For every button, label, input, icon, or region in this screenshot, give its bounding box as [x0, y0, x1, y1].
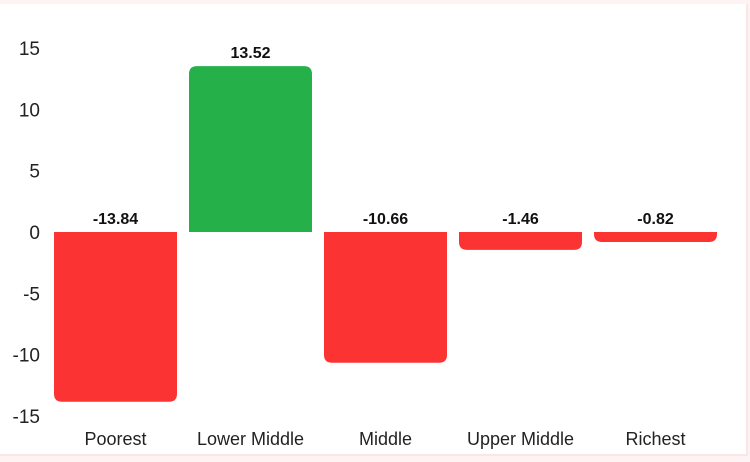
bar	[459, 232, 582, 250]
x-tick-label: Poorest	[84, 429, 146, 449]
chart-card: 15 10 5 0 -5 -10 -15 -13.84 Poorest 13.52 Lower Mi…	[0, 4, 748, 456]
y-tick-label: 10	[19, 100, 40, 121]
bar-chart: 15 10 5 0 -5 -10 -15 -13.84 Poorest 13.52 Lower Mi…	[13, 39, 717, 449]
x-tick-label: Lower Middle	[197, 429, 304, 449]
x-tick-label: Middle	[359, 429, 412, 449]
data-label: -1.46	[502, 211, 539, 228]
data-label: 13.52	[230, 45, 270, 62]
bar	[594, 232, 717, 243]
y-tick-label: -5	[23, 284, 40, 305]
y-tick-label: 5	[29, 162, 40, 183]
bar	[189, 66, 312, 232]
data-label: -13.84	[93, 211, 138, 228]
bar	[324, 232, 447, 363]
y-tick-label: 0	[29, 223, 40, 244]
x-tick-label: Upper Middle	[467, 429, 574, 449]
y-tick-label: -15	[13, 407, 40, 428]
y-tick-label: -10	[13, 346, 40, 367]
x-tick-label: Richest	[625, 429, 685, 449]
data-label: -10.66	[363, 211, 408, 228]
bar	[54, 232, 177, 402]
y-tick-label: 15	[19, 39, 40, 60]
data-label: -0.82	[637, 211, 674, 228]
